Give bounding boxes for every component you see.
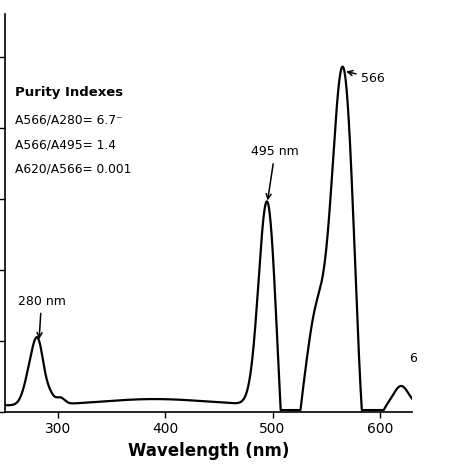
X-axis label: Wavelength (nm): Wavelength (nm) xyxy=(128,442,289,460)
Text: 6: 6 xyxy=(409,351,417,365)
Text: A566/A280= 6.7⁻: A566/A280= 6.7⁻ xyxy=(15,113,122,126)
Text: 495 nm: 495 nm xyxy=(251,146,299,199)
Text: Purity Indexes: Purity Indexes xyxy=(15,86,123,99)
Text: 280 nm: 280 nm xyxy=(17,295,66,337)
Text: 566: 566 xyxy=(348,71,385,85)
Text: A566/A495= 1.4: A566/A495= 1.4 xyxy=(15,138,116,151)
Text: A620/A566= 0.001: A620/A566= 0.001 xyxy=(15,163,131,176)
